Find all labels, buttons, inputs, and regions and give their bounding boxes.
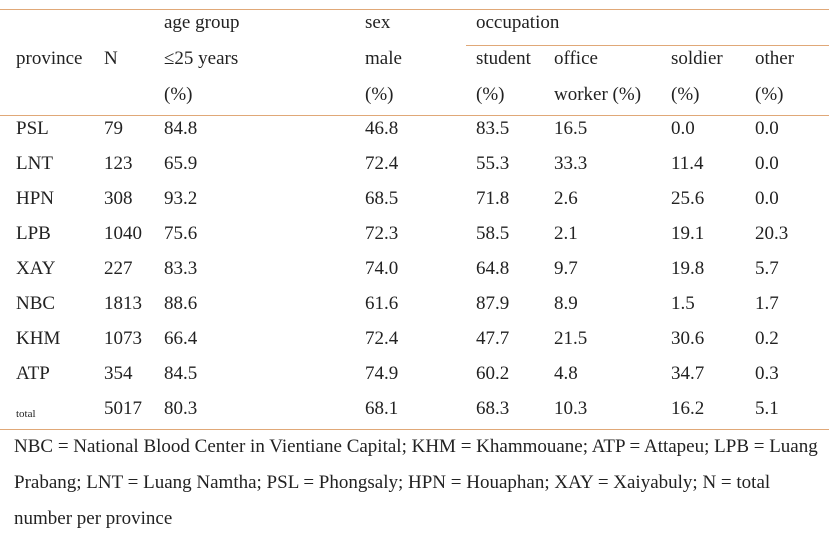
cell-student: 64.8 bbox=[476, 258, 510, 279]
header-pct-other: (%) bbox=[755, 84, 784, 105]
cell-soldier: 1.5 bbox=[671, 293, 695, 314]
cell-other: 1.7 bbox=[755, 293, 779, 314]
header-age-group: age group bbox=[164, 12, 240, 33]
header-province: province bbox=[16, 48, 83, 69]
cell-male: 61.6 bbox=[365, 293, 399, 314]
cell-province: LNT bbox=[16, 153, 53, 174]
cell-age: 66.4 bbox=[164, 328, 198, 349]
cell-n: 308 bbox=[104, 188, 133, 209]
cell-province: KHM bbox=[16, 328, 61, 349]
cell-male: 68.1 bbox=[365, 398, 399, 419]
table-top-rule bbox=[0, 9, 829, 10]
cell-office: 8.9 bbox=[554, 293, 578, 314]
cell-student: 68.3 bbox=[476, 398, 510, 419]
cell-male: 74.0 bbox=[365, 258, 399, 279]
header-occupation: occupation bbox=[476, 12, 560, 33]
cell-other: 5.1 bbox=[755, 398, 779, 419]
header-sex: sex bbox=[365, 12, 391, 33]
table-footnote: NBC = National Blood Center in Vientiane… bbox=[14, 436, 818, 529]
cell-other: 0.0 bbox=[755, 188, 779, 209]
cell-student: 60.2 bbox=[476, 363, 510, 384]
cell-office: 2.6 bbox=[554, 188, 578, 209]
cell-province: ATP bbox=[16, 363, 50, 384]
cell-age: 83.3 bbox=[164, 258, 198, 279]
cell-other: 0.0 bbox=[755, 118, 779, 139]
cell-age: 84.8 bbox=[164, 118, 198, 139]
cell-male: 72.4 bbox=[365, 328, 399, 349]
header-soldier: soldier bbox=[671, 48, 723, 69]
header-pct-student: (%) bbox=[476, 84, 505, 105]
cell-province: HPN bbox=[16, 188, 55, 209]
cell-male: 74.9 bbox=[365, 363, 399, 384]
cell-male: 46.8 bbox=[365, 118, 399, 139]
cell-office: 4.8 bbox=[554, 363, 578, 384]
cell-other: 0.0 bbox=[755, 153, 779, 174]
cell-soldier: 19.8 bbox=[671, 258, 705, 279]
cell-student: 71.8 bbox=[476, 188, 510, 209]
table-bottom-rule bbox=[0, 429, 829, 430]
cell-age: 93.2 bbox=[164, 188, 198, 209]
cell-province: LPB bbox=[16, 223, 51, 244]
header-bottom-rule bbox=[0, 115, 829, 116]
cell-province: NBC bbox=[16, 293, 56, 314]
cell-office: 21.5 bbox=[554, 328, 588, 349]
cell-office: 9.7 bbox=[554, 258, 578, 279]
cell-n: 1073 bbox=[104, 328, 142, 349]
cell-soldier: 11.4 bbox=[671, 153, 704, 174]
cell-student: 58.5 bbox=[476, 223, 510, 244]
cell-student: 83.5 bbox=[476, 118, 510, 139]
cell-soldier: 30.6 bbox=[671, 328, 705, 349]
cell-office: 16.5 bbox=[554, 118, 588, 139]
cell-soldier: 16.2 bbox=[671, 398, 705, 419]
cell-age: 80.3 bbox=[164, 398, 198, 419]
cell-student: 87.9 bbox=[476, 293, 510, 314]
header-age-sub: ≤25 years bbox=[164, 48, 239, 69]
cell-n: 79 bbox=[104, 118, 123, 139]
cell-n: 354 bbox=[104, 363, 133, 384]
cell-age: 84.5 bbox=[164, 363, 198, 384]
header-n: N bbox=[104, 48, 118, 69]
cell-male: 72.4 bbox=[365, 153, 399, 174]
cell-soldier: 25.6 bbox=[671, 188, 705, 209]
cell-other: 5.7 bbox=[755, 258, 779, 279]
cell-n: 1813 bbox=[104, 293, 142, 314]
header-pct-soldier: (%) bbox=[671, 84, 700, 105]
cell-office: 33.3 bbox=[554, 153, 588, 174]
cell-other: 20.3 bbox=[755, 223, 789, 244]
header-student: student bbox=[476, 48, 531, 69]
header-office: office bbox=[554, 48, 598, 69]
cell-province: XAY bbox=[16, 258, 56, 279]
cell-other: 0.3 bbox=[755, 363, 779, 384]
cell-province-total: total bbox=[16, 408, 36, 420]
cell-soldier: 0.0 bbox=[671, 118, 695, 139]
cell-n: 1040 bbox=[104, 223, 142, 244]
cell-student: 47.7 bbox=[476, 328, 510, 349]
cell-male: 72.3 bbox=[365, 223, 399, 244]
cell-student: 55.3 bbox=[476, 153, 510, 174]
cell-other: 0.2 bbox=[755, 328, 779, 349]
cell-male: 68.5 bbox=[365, 188, 399, 209]
header-sex-sub: male bbox=[365, 48, 402, 69]
cell-province: PSL bbox=[16, 118, 49, 139]
header-pct-sex: (%) bbox=[365, 84, 394, 105]
cell-n: 123 bbox=[104, 153, 133, 174]
cell-age: 75.6 bbox=[164, 223, 198, 244]
header-office-worker: worker (%) bbox=[554, 84, 642, 105]
cell-office: 10.3 bbox=[554, 398, 588, 419]
cell-n: 227 bbox=[104, 258, 133, 279]
cell-office: 2.1 bbox=[554, 223, 578, 244]
cell-soldier: 19.1 bbox=[671, 223, 705, 244]
header-pct-age: (%) bbox=[164, 84, 193, 105]
cell-n: 5017 bbox=[104, 398, 142, 419]
occupation-span-rule bbox=[466, 45, 829, 46]
cell-age: 88.6 bbox=[164, 293, 198, 314]
cell-soldier: 34.7 bbox=[671, 363, 705, 384]
header-other: other bbox=[755, 48, 795, 69]
cell-age: 65.9 bbox=[164, 153, 198, 174]
